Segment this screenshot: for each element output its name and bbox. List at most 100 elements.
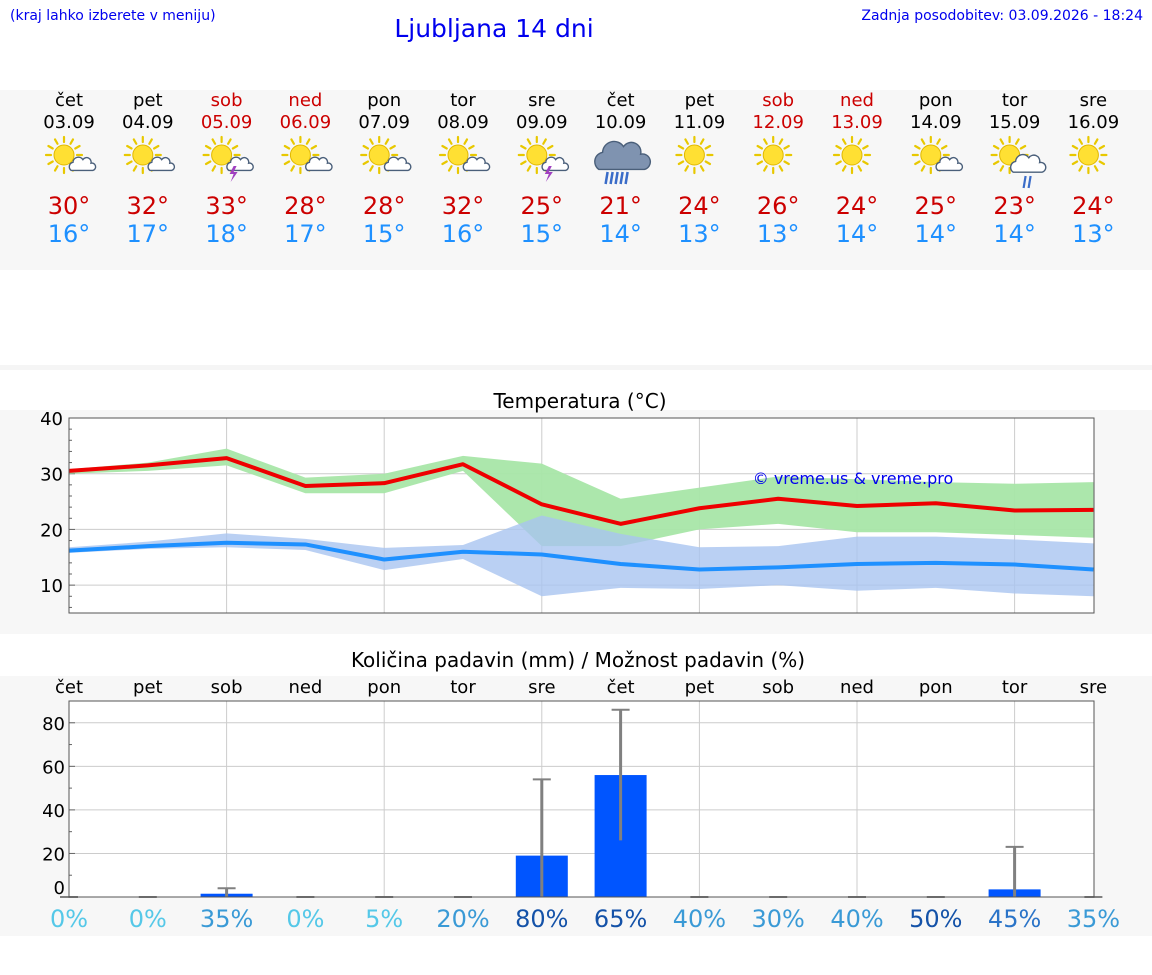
precipitation-x-tick-label: čet xyxy=(55,677,83,698)
day-date: 04.09 xyxy=(122,112,174,133)
min-temp-range-band xyxy=(69,515,1094,597)
precipitation-probability: 30% xyxy=(752,905,805,933)
precipitation-x-tick-label: čet xyxy=(607,677,635,698)
rain-cloud-icon xyxy=(594,140,651,185)
min-temp-line xyxy=(68,540,1094,572)
temp-min: 14° xyxy=(599,220,642,248)
precipitation-y-tick-label: 40 xyxy=(42,801,65,822)
day-name: ned xyxy=(840,90,874,111)
precipitation-y-tick-label: 0 xyxy=(54,878,65,899)
day-name: pet xyxy=(684,90,715,111)
day-name: čet xyxy=(606,90,635,111)
temp-max: 21° xyxy=(599,192,642,220)
temp-min: 13° xyxy=(1072,220,1115,248)
temp-max: 33° xyxy=(205,192,248,220)
last-update: Zadnja posodobitev: 03.09.2026 - 18:24 xyxy=(861,8,1143,24)
temp-max: 25° xyxy=(914,192,958,220)
sun-icon xyxy=(754,135,793,175)
day-date: 12.09 xyxy=(752,112,804,133)
temperature-plot-frame xyxy=(68,417,1095,614)
sun-cloud-icon xyxy=(123,135,176,175)
precipitation-probability: 35% xyxy=(200,905,253,933)
day-date: 10.09 xyxy=(594,112,647,133)
temperature-y-tick-label: 40 xyxy=(40,409,63,430)
day-date: 06.09 xyxy=(279,112,332,133)
forecast-strip xyxy=(0,90,1152,270)
precipitation-probability: 5% xyxy=(365,905,403,933)
day-name: pon xyxy=(367,90,402,111)
day-column: čet 10.09 21° 14° xyxy=(581,90,661,248)
temp-min: 13° xyxy=(678,220,721,248)
day-date: 16.09 xyxy=(1067,112,1120,133)
day-column: čet 03.09 30° 16° xyxy=(29,90,109,248)
temp-max: 24° xyxy=(1072,192,1115,220)
precipitation-x-tick-label: ned xyxy=(840,677,874,698)
sun-cloud-icon xyxy=(281,135,333,175)
day-name: pon xyxy=(918,90,953,111)
day-date: 14.09 xyxy=(910,112,962,133)
day-column: pet 04.09 32° 17° xyxy=(108,90,188,248)
day-date: 08.09 xyxy=(437,112,489,133)
day-column: sob 05.09 33° 18° xyxy=(187,90,267,248)
day-name: tor xyxy=(1001,90,1028,111)
temp-min: 15° xyxy=(520,220,564,248)
precipitation-plot-frame xyxy=(68,700,1095,898)
precipitation-x-tick-label: pet xyxy=(133,677,163,698)
sun-cloud-storm-icon xyxy=(517,135,570,182)
precipitation-probability: 40% xyxy=(673,905,726,933)
day-column: pet 11.09 24° 13° xyxy=(659,90,739,248)
sun-cloud-rain-icon xyxy=(990,135,1047,189)
day-column: tor 15.09 23° 14° xyxy=(975,90,1055,248)
day-name: pet xyxy=(133,90,163,111)
temp-min: 14° xyxy=(914,220,958,248)
precipitation-x-tick-label: ned xyxy=(288,677,322,698)
temp-max: 23° xyxy=(993,192,1036,220)
sun-icon xyxy=(675,135,714,175)
precipitation-y-tick-label: 20 xyxy=(42,844,65,865)
precipitation-probability: 0% xyxy=(286,905,324,933)
temp-min: 16° xyxy=(47,220,91,248)
day-date: 11.09 xyxy=(673,112,726,133)
sun-cloud-icon xyxy=(438,135,491,175)
temp-max: 26° xyxy=(756,192,800,220)
day-name: ned xyxy=(288,90,323,111)
day-name: sob xyxy=(210,90,243,111)
day-date: 05.09 xyxy=(200,112,253,133)
precipitation-probability: 80% xyxy=(515,905,568,933)
precipitation-probability: 50% xyxy=(909,905,962,933)
precipitation-y-tick-label: 80 xyxy=(42,714,65,735)
day-column: sre 09.09 25° 15° xyxy=(502,90,582,248)
temp-max: 32° xyxy=(441,192,485,220)
max-temp-line xyxy=(68,456,1094,526)
temp-max: 24° xyxy=(678,192,721,220)
temp-max: 30° xyxy=(47,192,91,220)
temp-min: 14° xyxy=(993,220,1036,248)
sun-cloud-icon xyxy=(360,135,412,175)
max-temp-range-band xyxy=(69,448,1094,547)
day-date: 15.09 xyxy=(988,112,1041,133)
precipitation-probability: 0% xyxy=(129,905,167,933)
day-date: 09.09 xyxy=(516,112,568,133)
sun-cloud-icon xyxy=(44,135,97,175)
precipitation-chart-title: Količina padavin (mm) / Možnost padavin … xyxy=(351,648,805,672)
precipitation-probability: 20% xyxy=(436,905,489,933)
temp-min: 14° xyxy=(835,220,879,248)
temp-min: 17° xyxy=(284,220,327,248)
temp-max: 24° xyxy=(835,192,879,220)
temp-min: 17° xyxy=(126,220,170,248)
sun-icon xyxy=(1069,135,1108,175)
temp-min: 18° xyxy=(205,220,248,248)
page-title: Ljubljana 14 dni xyxy=(394,14,594,43)
day-column: sre 16.09 24° 13° xyxy=(1053,90,1133,248)
location-hint: (kraj lahko izberete v meniju) xyxy=(10,8,216,24)
divider xyxy=(0,365,1152,370)
temperature-y-tick-label: 20 xyxy=(40,520,63,541)
temp-max: 28° xyxy=(284,192,327,220)
day-name: sob xyxy=(762,90,795,111)
temperature-y-tick-label: 30 xyxy=(40,465,63,486)
day-name: sre xyxy=(1079,90,1108,111)
day-column: ned 13.09 24° 14° xyxy=(817,90,897,248)
precipitation-x-tick-label: sre xyxy=(528,677,555,698)
precipitation-x-tick-label: sob xyxy=(762,677,794,698)
precipitation-x-tick-label: tor xyxy=(1002,677,1028,698)
